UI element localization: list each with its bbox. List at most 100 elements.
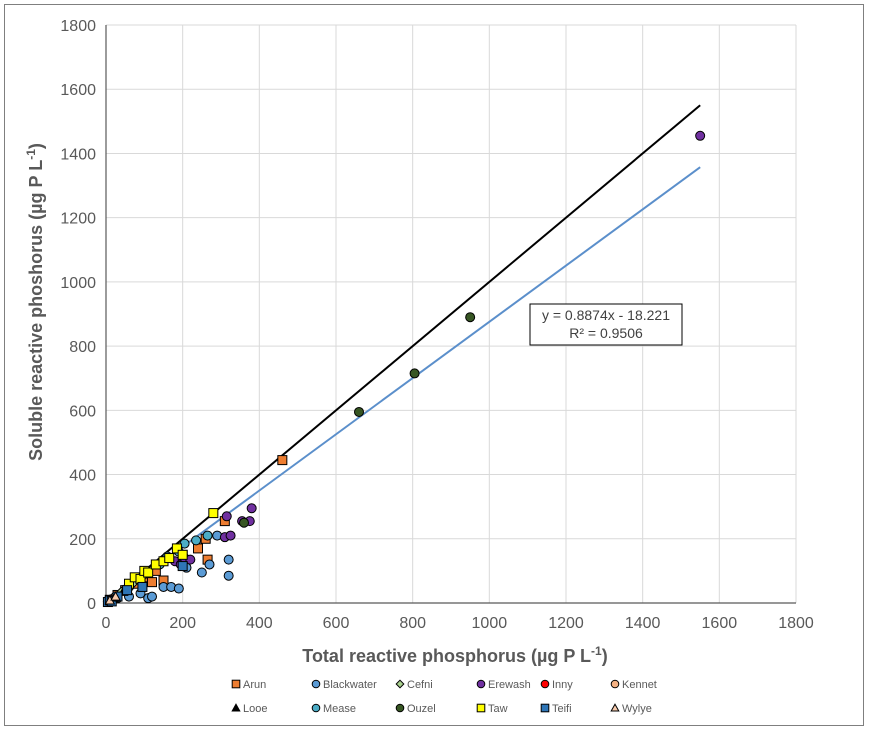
data-point-taw [143, 567, 154, 578]
data-point-arun [147, 577, 157, 588]
legend-marker-ouzel [395, 703, 405, 713]
regression-annotation: y = 0.8874x - 18.221 R² = 0.9506 [529, 303, 683, 346]
y-tick-label: 400 [69, 468, 96, 485]
data-point-ouzel [465, 312, 476, 323]
x-tick-label: 1800 [778, 615, 814, 632]
legend-item-blackwater: Blackwater [311, 679, 377, 691]
x-tick-labels: 0 200 400 600 800 1000 1200 1400 1600 1800 [102, 615, 814, 632]
annotation-box [529, 303, 683, 346]
data-points [102, 130, 706, 608]
legend-marker-cefni [395, 679, 405, 689]
y-tick-label: 1000 [60, 275, 96, 292]
legend-label: Arun [243, 679, 266, 691]
x-tick-label: 1600 [702, 615, 738, 632]
x-tick-label: 600 [323, 615, 350, 632]
y-tick-label: 1600 [60, 82, 96, 99]
data-point-arun [277, 455, 288, 466]
x-tick-label: 400 [246, 615, 273, 632]
legend-item-erewash: Erewash [476, 679, 531, 691]
data-point-blackwater [223, 570, 234, 581]
data-point-ouzel [354, 406, 364, 417]
legend-item-wylye: Wylye [610, 703, 652, 715]
legend-label: Cefni [407, 679, 433, 691]
legend-marker-inny [540, 679, 550, 689]
regression-r2: R² = 0.9506 [569, 325, 643, 341]
y-tick-labels: 0 200 400 600 800 1000 1200 1400 1600 1800 [60, 18, 96, 613]
legend-marker-wylye [610, 703, 620, 712]
y-axis-title: Soluble reactive phoshorus (µg P L-1) [24, 143, 46, 461]
legend-marker-looe [231, 703, 241, 712]
legend-label: Looe [243, 703, 267, 715]
x-axis-title: Total reactive phosphorus (µg P L-1) [302, 644, 607, 666]
x-tick-label: 0 [102, 615, 111, 632]
data-point-blackwater [204, 559, 215, 570]
legend-item-arun: Arun [231, 679, 266, 691]
legend-marker-arun [231, 679, 241, 689]
data-point-taw [177, 549, 188, 560]
legend-item-taw: Taw [476, 703, 508, 715]
y-tick-label: 1200 [60, 211, 96, 228]
x-tick-label: 200 [169, 615, 196, 632]
data-point-blackwater [173, 583, 184, 594]
data-point-taw [164, 553, 175, 564]
data-point-blackwater [223, 554, 234, 565]
regression-line [105, 166, 701, 604]
x-tick-label: 1200 [548, 615, 584, 632]
data-point-teifi [137, 581, 148, 592]
y-tick-label: 1400 [60, 146, 96, 163]
legend-label: Erewash [488, 679, 531, 691]
y-tick-label: 800 [69, 339, 96, 356]
chart-frame: 0 200 400 600 800 1000 1200 1400 1600 1800 0 200 40… [4, 4, 864, 726]
legend-label: Blackwater [323, 679, 377, 691]
legend-label: Mease [323, 703, 356, 715]
legend-marker-teifi [540, 703, 550, 713]
legend: Arun Blackwater Cefni Erewash Inny Kennet Looe… [231, 679, 657, 715]
legend-item-kennet: Kennet [610, 679, 657, 691]
legend-marker-mease [311, 703, 321, 713]
data-point-blackwater [196, 567, 207, 578]
legend-label: Teifi [552, 703, 572, 715]
legend-item-mease: Mease [311, 703, 356, 715]
x-tick-label: 1000 [472, 615, 508, 632]
data-point-ouzel [409, 368, 420, 379]
legend-label: Kennet [622, 679, 657, 691]
legend-label: Wylye [622, 703, 652, 715]
legend-label: Inny [552, 679, 573, 691]
data-point-wylye [110, 591, 121, 601]
legend-item-looe: Looe [231, 703, 267, 715]
data-point-erewash [246, 503, 257, 514]
axes [105, 25, 796, 604]
grid-lines [106, 24, 797, 603]
y-tick-label: 0 [87, 596, 96, 613]
data-point-erewash [225, 530, 236, 541]
regression-equation: y = 0.8874x - 18.221 [542, 307, 670, 323]
legend-item-ouzel: Ouzel [395, 703, 436, 715]
y-tick-label: 600 [69, 403, 96, 420]
legend-item-cefni: Cefni [395, 679, 433, 691]
data-point-taw [171, 543, 182, 554]
data-point-teifi [122, 585, 133, 596]
x-tick-label: 1400 [625, 615, 661, 632]
legend-marker-erewash [476, 679, 486, 689]
legend-marker-blackwater [311, 679, 321, 689]
data-point-mease [191, 535, 202, 546]
data-point-ouzel [239, 517, 249, 528]
legend-label: Taw [488, 703, 508, 715]
legend-marker-kennet [610, 679, 620, 689]
data-point-blackwater [147, 591, 157, 602]
trend-lines [105, 104, 701, 604]
data-point-teifi [177, 561, 188, 572]
legend-item-inny: Inny [540, 679, 573, 691]
data-point-taw [208, 508, 219, 519]
data-point-mease [202, 530, 213, 541]
legend-item-teifi: Teifi [540, 703, 572, 715]
legend-label: Ouzel [407, 703, 436, 715]
y-tick-label: 1800 [60, 18, 96, 35]
data-point-erewash [221, 511, 232, 522]
data-point-arun [193, 543, 203, 554]
x-tick-label: 800 [399, 615, 426, 632]
y-tick-label: 200 [69, 532, 96, 549]
one-to-one-line [105, 104, 701, 604]
scatter-chart: 0 200 400 600 800 1000 1200 1400 1600 1800 0 200 40… [24, 18, 814, 715]
legend-marker-taw [476, 703, 486, 713]
